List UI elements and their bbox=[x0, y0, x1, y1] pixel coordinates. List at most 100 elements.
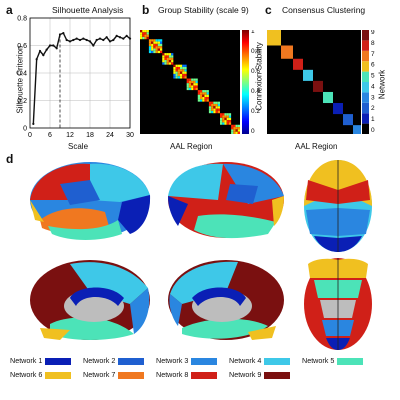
stability-cell bbox=[191, 87, 194, 91]
stability-cell bbox=[155, 46, 158, 49]
stability-cell bbox=[153, 39, 156, 42]
silhouette-y-label: Silhouette Criterion bbox=[15, 45, 25, 114]
silhouette-point bbox=[72, 38, 75, 42]
stability-cell bbox=[206, 94, 209, 98]
stability-cell bbox=[180, 76, 183, 79]
stability-cell bbox=[204, 99, 207, 102]
silhouette-point bbox=[105, 36, 108, 39]
brain-renderings bbox=[30, 160, 372, 350]
stability-cell bbox=[157, 41, 160, 44]
stability-cell bbox=[148, 41, 152, 44]
silhouette-point bbox=[78, 38, 82, 42]
silhouette-point bbox=[62, 32, 65, 35]
stability-cell bbox=[235, 131, 238, 134]
stability-cell bbox=[184, 66, 187, 70]
panel-d-letter: d bbox=[6, 152, 14, 166]
silhouette-point bbox=[108, 40, 112, 43]
stability-cell bbox=[202, 94, 205, 98]
stability-cell bbox=[213, 106, 216, 109]
stability-cell bbox=[166, 55, 169, 58]
stability-cell bbox=[195, 78, 198, 81]
panel-a-letter: a bbox=[6, 3, 13, 17]
stability-cell bbox=[233, 131, 236, 134]
stability-cell bbox=[186, 83, 189, 86]
silhouette-point bbox=[42, 54, 45, 57]
consensus-block bbox=[353, 125, 361, 134]
colorbar-tick-label: 9 bbox=[371, 30, 375, 36]
stability-cell bbox=[206, 99, 209, 102]
stability-cell bbox=[228, 113, 232, 116]
consensus-matrix-cells bbox=[267, 30, 361, 134]
silhouette-point bbox=[68, 40, 72, 43]
stability-cell bbox=[182, 73, 185, 77]
stability-cell bbox=[204, 92, 207, 95]
stability-cell bbox=[171, 55, 174, 58]
stability-cell bbox=[184, 69, 187, 72]
colorbar-segment bbox=[362, 50, 369, 62]
legend-label: Network 9 bbox=[229, 370, 262, 379]
y-tick-label: 0 bbox=[23, 126, 27, 133]
colorbar-tick-label: 1 bbox=[251, 30, 255, 35]
stability-cell bbox=[144, 32, 147, 35]
stability-cell bbox=[233, 129, 236, 132]
silhouette-point bbox=[38, 49, 42, 53]
stability-cell bbox=[208, 106, 212, 109]
stability-cell bbox=[224, 113, 227, 116]
stability-cell bbox=[237, 129, 240, 132]
silhouette-point bbox=[65, 38, 68, 42]
legend-swatch bbox=[118, 357, 145, 365]
stability-cell bbox=[195, 87, 198, 91]
legend-item: Network 6 bbox=[10, 370, 72, 380]
stability-cell bbox=[164, 57, 167, 61]
stability-cell bbox=[164, 62, 167, 65]
stability-cell bbox=[177, 73, 180, 77]
stability-cell bbox=[186, 80, 189, 84]
x-tick-label: 24 bbox=[106, 132, 114, 139]
stability-cell bbox=[151, 48, 154, 51]
stability-cell bbox=[160, 46, 163, 49]
brain-medial-left bbox=[30, 260, 150, 340]
stability-cell bbox=[228, 120, 232, 123]
stability-cell bbox=[191, 78, 194, 81]
legend-swatch bbox=[264, 357, 291, 365]
stability-cell bbox=[153, 50, 156, 54]
stability-cell bbox=[171, 53, 174, 56]
stability-cell bbox=[191, 85, 194, 88]
stability-cell bbox=[162, 62, 165, 65]
consensus-block bbox=[267, 30, 281, 46]
stability-cell bbox=[160, 43, 163, 47]
stability-cell bbox=[197, 92, 200, 95]
stability-cell bbox=[237, 131, 240, 134]
stability-cell bbox=[193, 85, 196, 88]
stability-cell bbox=[146, 30, 149, 33]
consensus-matrix bbox=[267, 30, 361, 134]
colorbar-segment bbox=[362, 123, 369, 134]
stability-cell bbox=[151, 46, 154, 49]
stability-cell bbox=[204, 97, 207, 100]
colorbar-segment bbox=[362, 71, 369, 82]
stability-cell bbox=[188, 78, 192, 81]
stability-cell bbox=[171, 62, 174, 65]
stability-cell bbox=[204, 94, 207, 98]
stability-cell bbox=[202, 99, 205, 102]
colorbar-tick-label: 4 bbox=[371, 83, 375, 90]
stability-cell bbox=[208, 103, 212, 107]
stability-cell bbox=[182, 64, 185, 67]
x-tick-label: 0 bbox=[28, 132, 32, 139]
legend-item: Network 3 bbox=[156, 356, 218, 366]
stability-cell bbox=[177, 71, 180, 74]
stability-cell bbox=[206, 92, 209, 95]
stability-cell bbox=[222, 120, 225, 123]
colorbar-tick-label: 5 bbox=[371, 73, 375, 80]
colorbar-tick-label: 1 bbox=[371, 116, 375, 123]
brain-lateral-right bbox=[168, 162, 284, 239]
legend-label: Network 2 bbox=[83, 356, 116, 365]
silhouette-chart: 0 6 12 18 24 30 0 0.2 0.4 0.6 0.8 bbox=[17, 16, 134, 140]
stability-cell bbox=[164, 53, 167, 56]
stability-cell bbox=[191, 80, 194, 84]
consensus-block bbox=[293, 58, 303, 70]
stability-cell bbox=[200, 94, 203, 98]
stability-cell bbox=[144, 36, 147, 40]
stability-cell bbox=[175, 73, 178, 77]
stability-cell bbox=[148, 39, 152, 42]
